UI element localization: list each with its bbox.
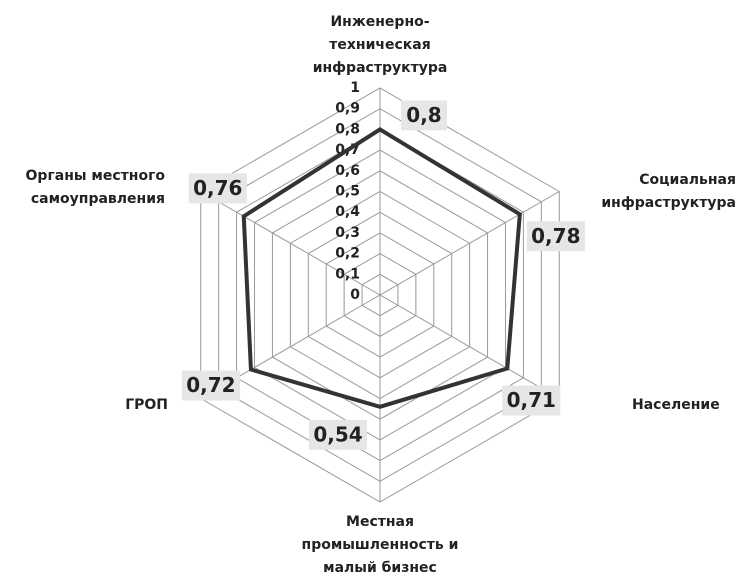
category-label-line: Социальная <box>639 172 736 188</box>
axis-tick-label: 0 <box>350 287 360 303</box>
value-label: 0,54 <box>313 422 362 446</box>
category-label-line: инфраструктура <box>313 60 448 76</box>
category-label: Органы местного самоуправления <box>26 168 166 207</box>
category-label-line: ГРОП <box>125 397 168 413</box>
axis-tick-label: 0,9 <box>335 101 360 117</box>
spoke <box>200 191 381 296</box>
category-label: Местная промышленность и малый бизнес <box>302 514 459 574</box>
axis-tick-label: 0,6 <box>335 163 360 179</box>
value-label: 0,8 <box>406 103 441 127</box>
category-label: ГРОП <box>125 397 168 413</box>
axis-tick-label: 1 <box>350 80 360 96</box>
category-label-line: инфраструктура <box>601 195 736 211</box>
category-label: Инженерно-техническая инфраструктура <box>313 14 448 76</box>
category-label: Социальная инфраструктура <box>601 172 736 211</box>
spoke <box>379 294 560 399</box>
category-label-line: самоуправления <box>31 191 165 207</box>
value-label-box <box>502 385 561 416</box>
value-label: 0,72 <box>186 373 235 397</box>
value-label: 0,71 <box>507 388 556 412</box>
series-line <box>241 127 522 409</box>
category-label-line: Инженерно- <box>330 14 429 30</box>
axis-tick-label: 0,3 <box>335 225 360 241</box>
category-label-line: малый бизнес <box>323 560 437 574</box>
value-label: 0,78 <box>531 224 580 248</box>
category-label-line: Местная <box>346 514 414 530</box>
axis-tick-label: 0,5 <box>335 184 360 200</box>
value-label-box <box>526 221 585 252</box>
axis-tick-label: 0,4 <box>335 204 360 220</box>
category-label-line: Органы местного <box>26 168 166 184</box>
category-label-line: промышленность и <box>302 537 459 553</box>
value-label-box <box>309 419 367 450</box>
value-label: 0,76 <box>193 176 242 200</box>
axis-tick-label: 0,2 <box>335 246 360 262</box>
value-label-box <box>401 100 447 131</box>
value-label-box <box>188 173 247 204</box>
category-label: Население <box>632 397 720 413</box>
category-label-line: Население <box>632 397 720 413</box>
category-label-line: техническая <box>329 37 430 53</box>
spoke <box>379 191 560 296</box>
axis-tick-label: 0,8 <box>335 121 360 137</box>
value-label-box <box>181 370 240 401</box>
axis-tick-label: 0,1 <box>335 266 360 282</box>
